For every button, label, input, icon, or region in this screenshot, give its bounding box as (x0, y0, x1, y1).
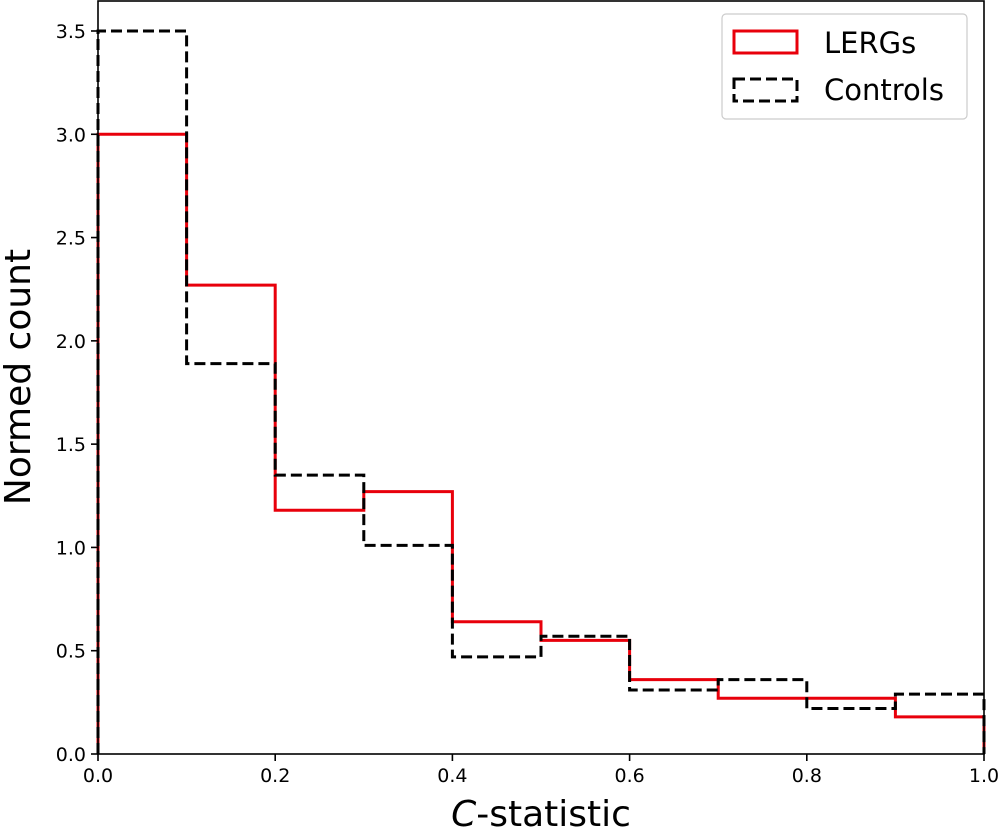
series-line-lergs (96, 132, 986, 754)
legend-label-controls: Controls (824, 73, 944, 107)
y-tick-label: 1.5 (56, 434, 86, 456)
legend-swatch-lergs (732, 29, 799, 55)
plot-frame (97, 0, 985, 755)
x-axis-label-italic: C (451, 794, 477, 831)
legend-label-lergs: LERGs (824, 26, 916, 60)
x-tick-label: 0.4 (437, 765, 467, 787)
y-tick-label: 3.5 (56, 21, 86, 43)
y-tick-label: 2.0 (56, 331, 86, 353)
x-tick-label: 0.6 (614, 765, 644, 787)
x-axis-label: C-statistic (451, 794, 631, 831)
x-tick-label: 0.8 (792, 765, 822, 787)
legend-frame (721, 13, 968, 120)
series-layer (96, 29, 986, 754)
x-tick-label: 1.0 (969, 765, 999, 787)
y-tick-label: 3.0 (56, 124, 86, 146)
x-tick-label: 0.0 (83, 765, 113, 787)
y-axis-ticks: 0.0 0.5 1.0 1.5 2.0 2.5 3.0 3.5 (56, 21, 98, 766)
x-axis-ticks: 0.0 0.2 0.4 0.6 0.8 1.0 (83, 754, 999, 787)
legend: LERGs Controls (721, 13, 968, 120)
legend-swatch-controls (732, 77, 799, 103)
y-tick-label: 0.5 (56, 641, 86, 663)
series-line-controls (96, 29, 986, 754)
x-axis-label-rest: -statistic (476, 794, 631, 831)
y-tick-label: 0.0 (56, 744, 86, 766)
y-tick-label: 2.5 (56, 228, 86, 250)
y-tick-label: 1.0 (56, 537, 86, 559)
y-axis-label: Normed count (0, 249, 39, 505)
x-tick-label: 0.2 (260, 765, 290, 787)
